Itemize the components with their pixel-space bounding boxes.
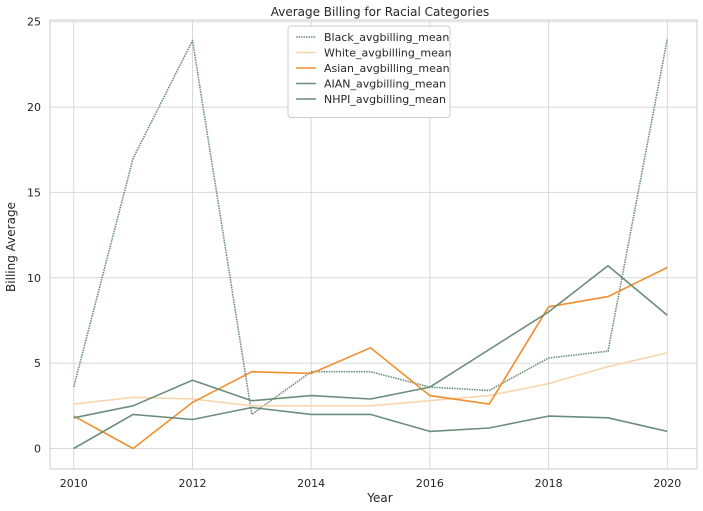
legend-label: White_avgbilling_mean bbox=[324, 47, 452, 60]
plot-frame bbox=[49, 19, 698, 470]
tick-labels: 2010 2012 2014 2016 2018 2020 0 5 10 15 20 25 bbox=[27, 16, 681, 490]
series-line-nhpi-avgbilling-mean bbox=[73, 406, 668, 450]
series-line-black-avgbilling-mean bbox=[72, 38, 669, 416]
series-line-white-avgbilling-mean bbox=[73, 352, 668, 407]
y-tick-label: 0 bbox=[34, 443, 41, 456]
legend-label: NHPI_avgbilling_mean bbox=[324, 93, 446, 106]
legend-label: Black_avgbilling_mean bbox=[324, 31, 449, 44]
x-axis-label: Year bbox=[366, 491, 392, 505]
series-line-aian-avgbilling-mean bbox=[73, 264, 668, 419]
y-tick-label: 10 bbox=[27, 272, 41, 285]
y-tick-label: 15 bbox=[27, 186, 41, 199]
chart-title: Average Billing for Racial Categories bbox=[271, 5, 490, 19]
x-tick-label: 2018 bbox=[535, 477, 563, 490]
x-tick-label: 2016 bbox=[416, 477, 444, 490]
x-tick-label: 2014 bbox=[297, 477, 325, 490]
y-tick-label: 20 bbox=[27, 101, 41, 114]
y-tick-label: 25 bbox=[27, 16, 41, 29]
legend-label: Asian_avgbilling_mean bbox=[324, 62, 450, 75]
x-tick-label: 2012 bbox=[178, 477, 206, 490]
legend: Black_avgbilling_mean White_avgbilling_me… bbox=[287, 25, 452, 118]
y-axis-label: Billing Average bbox=[4, 202, 18, 292]
series-layer bbox=[72, 38, 669, 450]
x-tick-label: 2010 bbox=[60, 477, 88, 490]
legend-box bbox=[287, 25, 451, 118]
legend-label: AIAN_avgbilling_mean bbox=[324, 78, 446, 91]
y-tick-label: 5 bbox=[34, 357, 41, 370]
x-tick-label: 2020 bbox=[653, 477, 681, 490]
